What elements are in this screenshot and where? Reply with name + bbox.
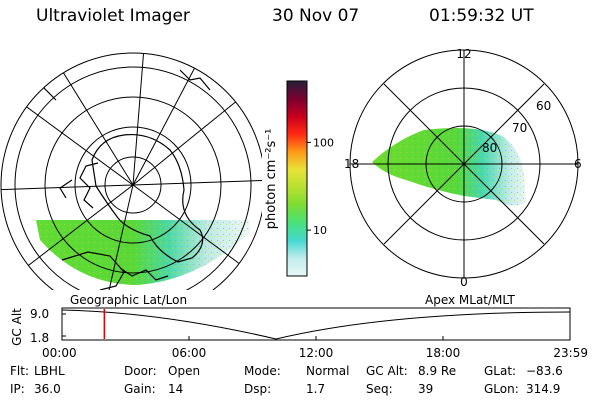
info-key: GLon:	[484, 382, 519, 396]
mlat-label-80: 80	[482, 141, 497, 155]
instrument-title: Ultraviolet Imager	[36, 6, 190, 26]
orbit-timeline: GC Alt 9.0 1.8 00:00 06:00 12:00 18:00 23:59	[10, 307, 588, 360]
colorbar-gradient	[286, 80, 308, 277]
info-value: 8.9 Re	[418, 364, 457, 378]
colorbar-label: photon cm⁻²s⁻¹	[264, 129, 279, 230]
info-key: Dsp:	[244, 382, 272, 396]
info-key: Seq:	[366, 382, 393, 396]
info-value: Normal	[306, 364, 350, 378]
info-key: Flt:	[10, 364, 29, 378]
info-key: IP:	[10, 382, 25, 396]
image-date: 30 Nov 07	[272, 6, 360, 26]
altitude-curve	[61, 309, 571, 340]
info-value: 314.9	[526, 382, 561, 396]
geographic-map	[0, 52, 262, 290]
info-value: 39	[418, 382, 434, 396]
info-value: 14	[168, 382, 184, 396]
info-key: Mode:	[244, 364, 281, 378]
info-key: GC Alt:	[366, 364, 408, 378]
mlt-label-18: 18	[344, 157, 359, 171]
colorbar-tick-label: 10	[313, 224, 327, 237]
apex-caption: Apex MLat/MLT	[425, 293, 515, 307]
info-value: 36.0	[34, 382, 61, 396]
info-key: Door:	[124, 364, 157, 378]
mlt-label-0: 0	[460, 275, 468, 289]
info-value: Open	[168, 364, 201, 378]
colorbar-tick-label: 100	[313, 136, 334, 149]
image-time: 01:59:32 UT	[429, 6, 534, 26]
geographic-caption: Geographic Lat/Lon	[70, 293, 188, 307]
apex-map: 12 18 6 0 60 70 80	[344, 47, 582, 289]
timeline-frame	[61, 307, 571, 341]
mlat-label-60: 60	[536, 99, 551, 113]
mlt-label-12: 12	[456, 47, 471, 61]
timeline-ytick-top: 9.0	[30, 307, 49, 321]
timeline-xtick-label: 18:00	[426, 346, 461, 360]
timeline-xtick-label: 00:00	[42, 346, 77, 360]
timeline-xtick-label: 06:00	[172, 346, 207, 360]
colorbar: 10 100 photon cm⁻²s⁻¹	[264, 80, 334, 277]
info-value: −83.6	[526, 364, 563, 378]
mlt-label-6: 6	[574, 157, 582, 171]
info-key: GLat:	[484, 364, 517, 378]
timeline-ytick-bottom: 1.8	[30, 331, 49, 345]
timeline-xtick-label: 12:00	[299, 346, 334, 360]
mlat-label-70: 70	[512, 121, 527, 135]
info-key: Gain:	[124, 382, 156, 396]
info-value: 1.7	[306, 382, 326, 396]
info-value: LBHL	[34, 364, 65, 378]
timeline-xtick-label: 23:59	[553, 346, 588, 360]
timeline-ylabel: GC Alt	[10, 308, 24, 346]
